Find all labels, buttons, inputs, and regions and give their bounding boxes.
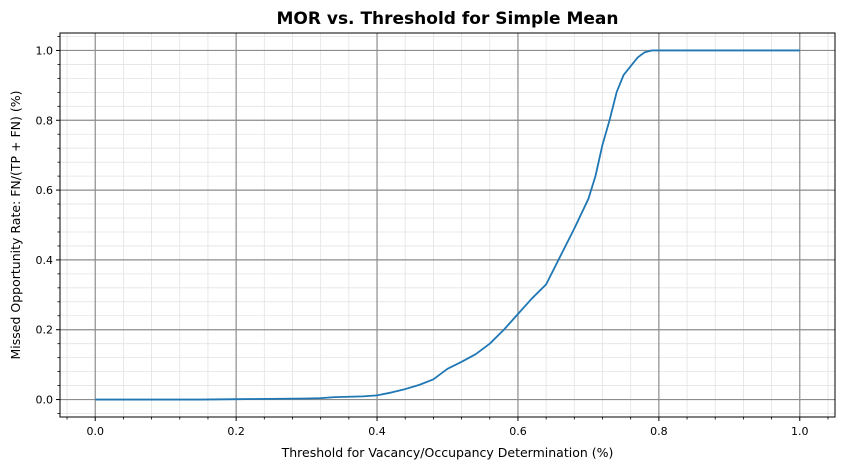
- y-tick-label: 0.4: [36, 254, 54, 267]
- x-tick-label: 0.6: [509, 425, 527, 438]
- minor-grid: [60, 33, 835, 417]
- major-grid: [60, 33, 835, 417]
- chart-title: MOR vs. Threshold for Simple Mean: [276, 9, 618, 29]
- x-tick-label: 0.4: [368, 425, 386, 438]
- y-axis-label: Missed Opportunity Rate: FN/(TP + FN) (%…: [8, 91, 23, 360]
- y-tick-label: 0.2: [36, 324, 54, 337]
- x-tick-label: 0.8: [650, 425, 668, 438]
- x-axis-label: Threshold for Vacancy/Occupancy Determin…: [281, 445, 614, 460]
- series-line: [95, 49, 800, 401]
- x-tick-label: 0.0: [86, 425, 104, 438]
- y-tick-label: 0.6: [36, 184, 54, 197]
- x-tick-label: 1.0: [791, 425, 809, 438]
- series-layer: [95, 49, 800, 401]
- y-tick-label: 0.0: [36, 394, 54, 407]
- y-tick-label: 1.0: [36, 44, 54, 57]
- ticks: [56, 36, 829, 421]
- plot-frame: [59, 32, 836, 418]
- y-tick-label: 0.8: [36, 114, 54, 127]
- tick-labels: 0.0 0.2 0.4 0.6 0.8 1.0 0.0 0.2 0.4 0.6 0.8 1.0: [36, 44, 809, 438]
- x-tick-label: 0.2: [227, 425, 245, 438]
